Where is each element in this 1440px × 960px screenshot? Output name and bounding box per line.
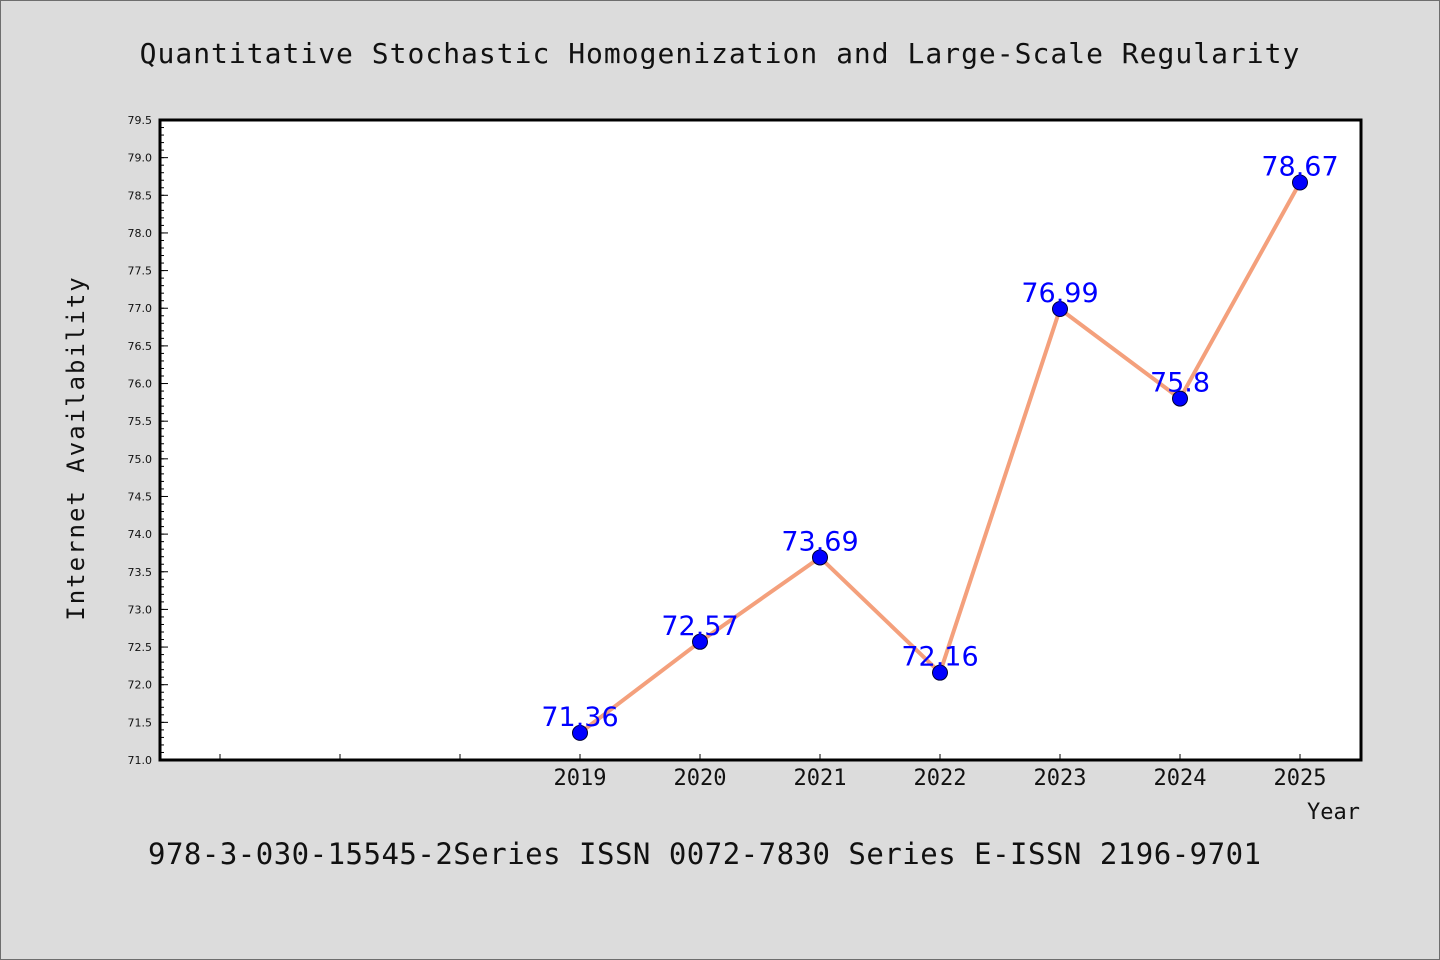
plot-area (158, 118, 1363, 762)
y-axis-label: Internet Availability (62, 275, 90, 620)
y-tick-label: 77.0 (128, 302, 153, 315)
y-tick-label: 75.5 (128, 415, 153, 428)
y-tick-label: 79.0 (128, 152, 153, 165)
data-point (692, 633, 708, 650)
y-tick-label: 78.0 (128, 227, 153, 240)
x-tick-label: 2021 (794, 766, 847, 791)
y-tick-label: 74.0 (128, 528, 153, 541)
y-tick-label: 73.5 (128, 566, 153, 579)
x-tick-label: 2019 (554, 766, 607, 791)
x-tick-label: 2024 (1154, 766, 1207, 791)
chart-title: Quantitative Stochastic Homogenization a… (140, 37, 1301, 70)
data-point (812, 549, 828, 566)
y-tick-label: 76.0 (128, 378, 153, 391)
y-tick-label: 77.5 (128, 265, 153, 278)
data-label: 78.67 (1261, 151, 1338, 182)
y-tick-label: 76.5 (128, 340, 153, 353)
data-label: 71.36 (541, 702, 618, 733)
x-axis-label: Year (1307, 800, 1360, 825)
y-tick-label: 78.5 (128, 189, 153, 202)
y-tick-label: 73.0 (128, 603, 153, 616)
data-labels: 71.36 72.57 73.69 72.16 76.99 75.8 78.67 (541, 151, 1338, 732)
footer-text: 978-3-030-15545-2Series ISSN 0072-7830 S… (148, 837, 1262, 871)
y-tick-label: 72.0 (128, 679, 153, 692)
x-tick-label: 2023 (1034, 766, 1087, 791)
data-label: 76.99 (1021, 278, 1098, 309)
data-label: 72.16 (901, 642, 978, 673)
y-tick-label: 71.0 (128, 754, 153, 767)
y-tick-label: 72.5 (128, 641, 153, 654)
data-markers (572, 174, 1308, 741)
y-axis: 71.0 71.5 72.0 72.5 73.0 73.5 74.0 74.5 75.0 75.5… (128, 114, 168, 767)
data-point (1292, 174, 1308, 191)
data-point (1052, 300, 1068, 317)
data-point (1172, 390, 1188, 407)
x-axis: 2019 2020 2021 2022 2023 2024 2025 (219, 754, 1327, 791)
data-label: 73.69 (781, 526, 858, 557)
x-tick-label: 2022 (914, 766, 967, 791)
y-tick-label: 71.5 (128, 716, 153, 729)
data-point (932, 664, 948, 681)
data-point (572, 724, 588, 741)
data-label: 72.57 (661, 611, 738, 642)
y-tick-label: 75.0 (128, 453, 153, 466)
x-tick-label: 2025 (1274, 766, 1327, 791)
data-label: 75.8 (1150, 368, 1210, 399)
y-tick-label: 79.5 (128, 114, 153, 127)
x-tick-label: 2020 (674, 766, 727, 791)
y-tick-label: 74.5 (128, 490, 153, 503)
